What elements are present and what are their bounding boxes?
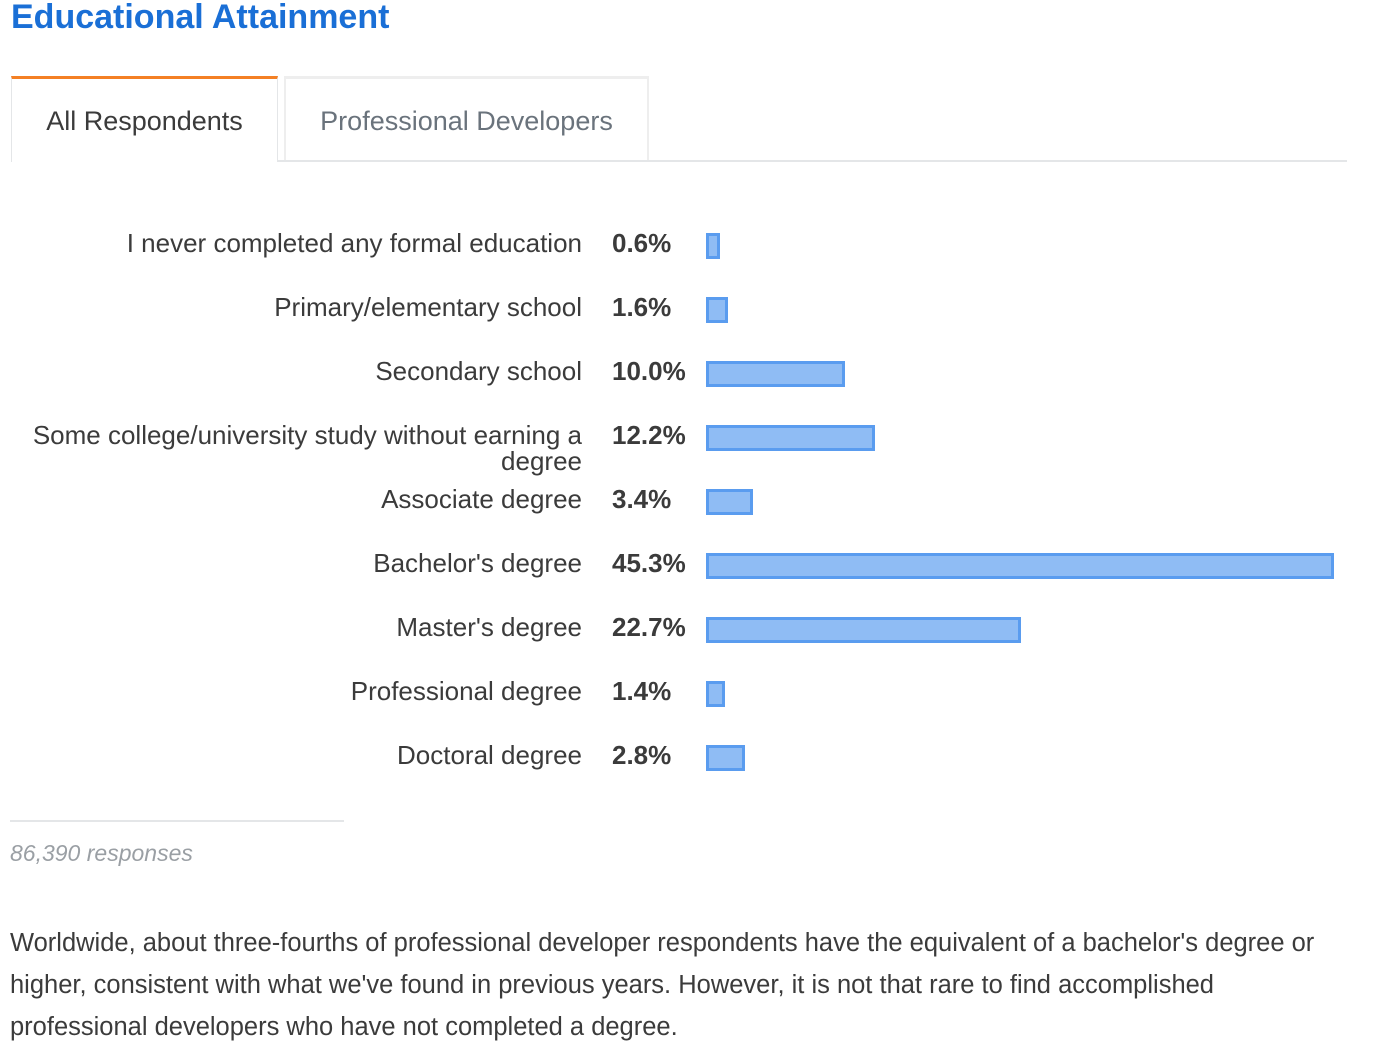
bar-value-label: 22.7% [612,612,686,642]
bar-row: Some college/university study without ea… [0,422,1376,486]
bar [706,617,1021,643]
bar-value-label: 12.2% [612,420,686,450]
bar-row: Doctoral degree 2.8% [0,742,1376,806]
bar-row: Secondary school 10.0% [0,358,1376,422]
bar-row: I never completed any formal education 0.… [0,230,1376,294]
bar [706,489,754,515]
tab-professional-developers[interactable]: Professional Developers [284,76,649,160]
responses-divider [10,820,344,822]
bar-category-label: Bachelor's degree [373,548,582,578]
bar-category-label: Secondary school [375,356,582,386]
bar-category-label: Primary/elementary school [274,292,582,322]
education-bar-chart: I never completed any formal education 0.… [0,210,1376,790]
bar-value-label: 0.6% [612,228,672,258]
bar-category-label: Doctoral degree [397,740,582,770]
bar [706,681,726,707]
bar [706,553,1334,579]
bar-row: Primary/elementary school 1.6% [0,294,1376,358]
bar-row: Master's degree 22.7% [0,614,1376,678]
bar-value-label: 2.8% [612,740,672,770]
bar-category-label: Master's degree [396,612,582,642]
bar-row: Professional degree 1.4% [0,678,1376,742]
bar-category-label: I never completed any formal education [126,228,582,258]
description-paragraph: Worldwide, about three-fourths of profes… [10,929,1315,1041]
tabs-underline [11,160,1347,162]
bar-category-label: Some college/university study without ea… [32,420,582,476]
bar-row: Bachelor's degree 45.3% [0,550,1376,614]
bar [706,745,745,771]
bar-value-label: 45.3% [612,548,686,578]
bar [706,361,845,387]
bar-value-label: 1.6% [612,292,672,322]
bar-row: Associate degree 3.4% [0,486,1376,550]
bar-value-label: 10.0% [612,356,686,386]
bar [706,425,876,451]
bar [706,233,720,259]
bar-category-label: Professional degree [350,676,582,706]
bar-value-label: 1.4% [612,676,672,706]
responses-count: 86,390 responses [10,840,193,866]
bar-category-label: Associate degree [381,484,582,514]
respondent-tabs: All Respondents Professional Developers [11,76,1347,162]
bar-value-label: 3.4% [612,484,672,514]
page-title: Educational Attainment [11,0,390,36]
tab-all-respondents[interactable]: All Respondents [11,76,278,162]
bar [706,297,729,323]
